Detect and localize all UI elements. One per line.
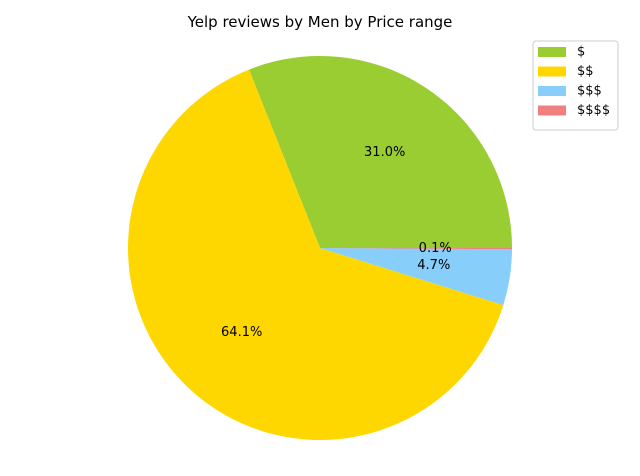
chart-title: Yelp reviews by Men by Price range: [187, 13, 453, 31]
slice-percent-label: 31.0%: [364, 145, 405, 160]
slice-percent-label: 64.1%: [221, 325, 262, 340]
pie-slice: [320, 248, 512, 306]
legend-swatch: [538, 66, 566, 77]
percent-labels: 31.0% 64.1% 4.7% 0.1%: [221, 145, 452, 340]
legend-swatch: [538, 47, 566, 57]
legend-swatch: [538, 86, 566, 96]
legend-items: $$$$$$$$$$: [538, 45, 610, 118]
legend-label: $$: [577, 64, 594, 79]
pie-slices: [128, 55, 513, 440]
pie-slice: [248, 55, 512, 249]
legend-label: $$$$: [577, 103, 610, 118]
slice-percent-label: 4.7%: [417, 258, 450, 273]
legend-label: $$$: [577, 84, 602, 99]
legend-swatch: [538, 105, 566, 116]
slice-percent-label: 0.1%: [419, 241, 452, 256]
legend: $$$$$$$$$$: [532, 40, 619, 131]
pie-slice: [128, 69, 504, 440]
pie-slice: [320, 248, 513, 250]
legend-label: $: [577, 45, 585, 60]
